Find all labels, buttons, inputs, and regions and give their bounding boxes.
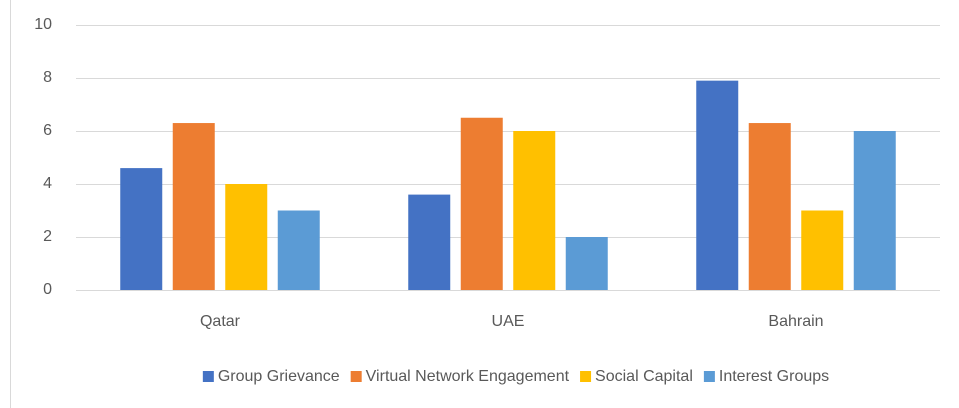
legend-swatch <box>350 371 362 382</box>
bar <box>696 80 739 291</box>
bar <box>565 237 608 290</box>
y-tick-label: 10 <box>34 16 52 33</box>
bar <box>172 123 215 290</box>
y-tick-label: 8 <box>43 69 52 86</box>
bar <box>277 210 320 290</box>
legend-label: Virtual Network Engagement <box>366 368 570 385</box>
legend-label: Group Grievance <box>218 368 340 385</box>
legend-label: Interest Groups <box>719 368 829 385</box>
y-tick-label: 0 <box>43 281 52 298</box>
legend-label: Social Capital <box>595 368 693 385</box>
x-tick-label: Qatar <box>200 313 241 330</box>
bar <box>748 123 791 290</box>
bar <box>460 117 503 290</box>
x-tick-label: Bahrain <box>768 313 823 330</box>
legend-swatch <box>703 371 715 382</box>
y-tick-label: 2 <box>43 228 52 245</box>
legend-swatch <box>202 371 214 382</box>
x-tick-label: UAE <box>492 313 525 330</box>
bar <box>513 131 556 290</box>
y-tick-label: 4 <box>43 175 52 192</box>
y-tick-label: 6 <box>43 122 52 139</box>
legend-swatch <box>580 371 592 382</box>
bar <box>853 131 896 290</box>
bar <box>801 210 844 290</box>
bar <box>225 184 268 290</box>
bar <box>120 168 163 290</box>
bar <box>408 194 451 290</box>
